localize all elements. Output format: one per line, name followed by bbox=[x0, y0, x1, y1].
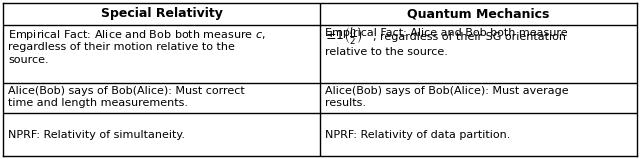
Text: Alice(Bob) says of Bob(Alice): Must average
results.: Alice(Bob) says of Bob(Alice): Must aver… bbox=[325, 86, 568, 108]
Text: , regardless of their SG orientation: , regardless of their SG orientation bbox=[373, 32, 566, 42]
Text: $\pm 1\left(\frac{h}{2}\right)$: $\pm 1\left(\frac{h}{2}\right)$ bbox=[325, 26, 363, 47]
Text: Alice(Bob) says of Bob(Alice): Must correct
time and length measurements.: Alice(Bob) says of Bob(Alice): Must corr… bbox=[8, 86, 244, 108]
Text: relative to the source.: relative to the source. bbox=[325, 47, 448, 57]
Text: Empirical Fact: Alice and Bob both measure $c$,: Empirical Fact: Alice and Bob both measu… bbox=[8, 28, 266, 42]
Text: Empirical Fact: Alice and Bob both measure: Empirical Fact: Alice and Bob both measu… bbox=[325, 28, 568, 38]
Text: NPRF: Relativity of data partition.: NPRF: Relativity of data partition. bbox=[325, 129, 510, 139]
Text: regardless of their motion relative to the: regardless of their motion relative to t… bbox=[8, 41, 235, 52]
Text: Special Relativity: Special Relativity bbox=[100, 7, 223, 21]
Text: NPRF: Relativity of simultaneity.: NPRF: Relativity of simultaneity. bbox=[8, 129, 185, 139]
Text: Quantum Mechanics: Quantum Mechanics bbox=[407, 7, 550, 21]
Text: source.: source. bbox=[8, 55, 49, 65]
